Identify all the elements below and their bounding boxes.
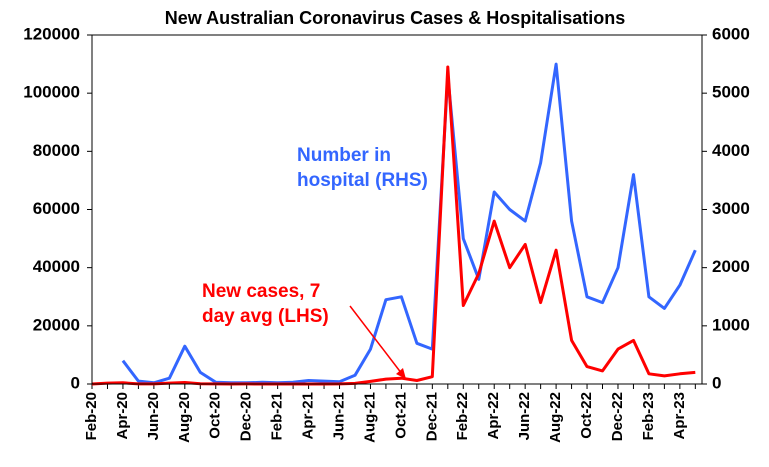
x-tick-label: Aug-22 [547, 392, 564, 443]
x-tick-label: Dec-21 [423, 392, 440, 441]
x-tick-label: Apr-22 [485, 392, 502, 440]
x-tick-label: Jun-21 [330, 392, 347, 440]
annotation: Number in [297, 145, 391, 166]
y2-tick-label: 4000 [712, 141, 750, 160]
x-tick-label: Feb-23 [640, 392, 657, 440]
y-tick-label: 60000 [33, 199, 80, 218]
y-tick-label: 20000 [33, 315, 80, 334]
x-tick-label: Dec-20 [238, 392, 255, 441]
x-tick-label: Oct-22 [578, 392, 595, 439]
x-tick-label: Apr-21 [300, 392, 317, 440]
plot-frame [91, 34, 703, 385]
chart-title: New Australian Coronavirus Cases & Hospi… [165, 8, 625, 28]
x-tick-label: Aug-21 [361, 392, 378, 443]
y2-tick-label: 6000 [712, 24, 750, 43]
y2-tick-label: 5000 [712, 83, 750, 102]
annotation: day avg (LHS) [202, 306, 329, 327]
y2-tick-label: 1000 [712, 315, 750, 334]
y-tick-label: 100000 [23, 83, 80, 102]
x-tick-label: Oct-20 [207, 392, 224, 439]
x-tick-label: Feb-22 [454, 392, 471, 440]
annotation: New cases, 7 [202, 281, 320, 302]
x-tick-label: Jun-20 [145, 392, 162, 440]
series-line [121, 62, 697, 385]
x-tick-label: Dec-22 [609, 392, 626, 441]
y-tick-label: 120000 [23, 24, 80, 43]
y-tick-label: 0 [71, 373, 80, 392]
y2-tick-label: 2000 [712, 257, 750, 276]
x-tick-label: Apr-23 [671, 392, 688, 440]
x-tick-label: Feb-20 [83, 392, 100, 440]
x-tick-label: Oct-21 [392, 392, 409, 439]
y2-tick-label: 0 [712, 373, 721, 392]
y-tick-label: 80000 [33, 141, 80, 160]
annotation: hospital (RHS) [297, 170, 428, 191]
annotation-arrow [349, 305, 403, 375]
y2-tick-label: 3000 [712, 199, 750, 218]
series-line [91, 65, 696, 386]
y-tick-label: 40000 [33, 257, 80, 276]
x-tick-label: Jun-22 [516, 392, 533, 440]
x-tick-label: Apr-20 [114, 392, 131, 440]
arrow-head [396, 368, 406, 379]
x-tick-label: Feb-21 [269, 392, 286, 440]
x-tick-label: Aug-20 [176, 392, 193, 443]
